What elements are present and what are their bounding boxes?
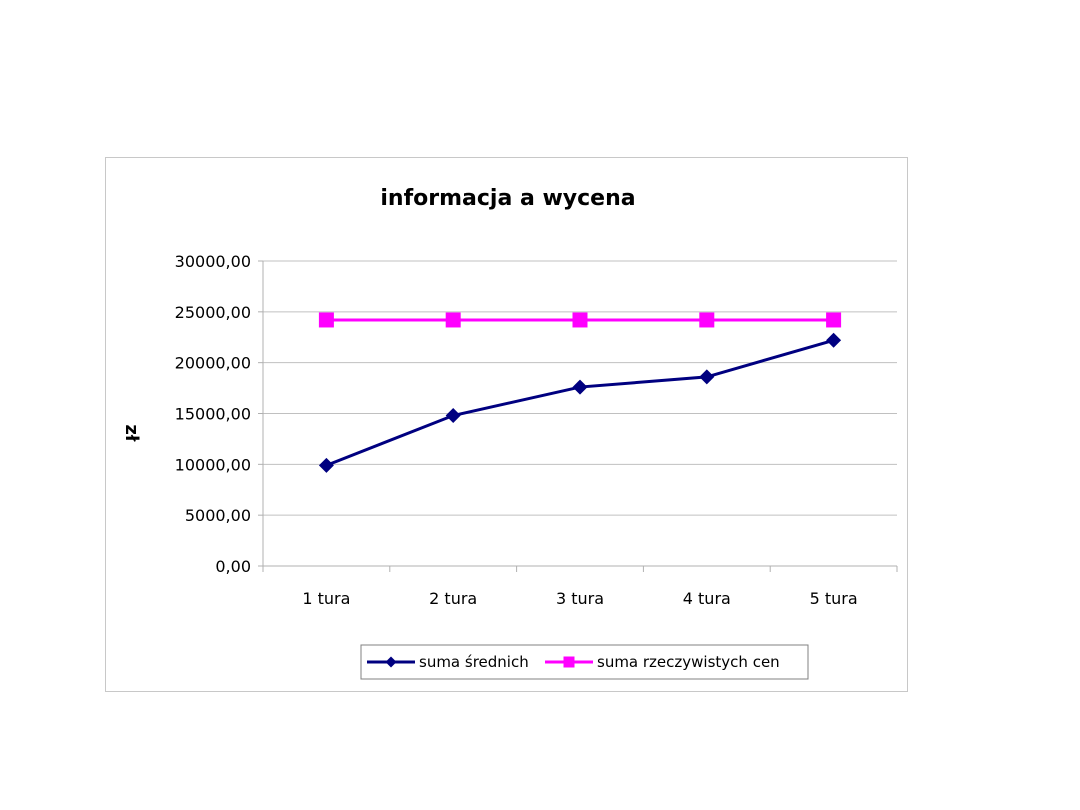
y-tick-label: 15000,00	[175, 405, 251, 424]
x-tick-label: 2 tura	[429, 589, 477, 608]
y-tick-label: 30000,00	[175, 252, 251, 271]
line-chart: informacja a wycena zł 0,00 5000,00 10000,…	[121, 186, 898, 680]
data-point	[572, 379, 588, 395]
data-point	[699, 369, 715, 385]
data-point	[445, 408, 461, 424]
legend-label: suma rzeczywistych cen	[597, 653, 780, 671]
data-point	[445, 312, 461, 328]
data-point	[699, 312, 715, 328]
data-point	[318, 457, 334, 473]
y-tick-label: 25000,00	[175, 303, 251, 322]
y-tick-label: 10000,00	[175, 455, 251, 474]
x-tick-label: 4 tura	[683, 589, 731, 608]
legend-marker	[563, 656, 575, 668]
y-tick-label: 0,00	[215, 557, 251, 576]
x-tick-label: 1 tura	[302, 589, 350, 608]
chart-title: informacja a wycena	[380, 186, 635, 211]
y-axis-label: zł	[121, 424, 142, 442]
data-point	[572, 312, 588, 328]
gridlines	[263, 260, 897, 516]
data-point	[318, 312, 334, 328]
y-tick-label: 20000,00	[175, 354, 251, 373]
legend: suma średnich suma rzeczywistych cen	[360, 644, 809, 680]
series-layer	[318, 312, 842, 473]
x-tick-label: 3 tura	[556, 589, 604, 608]
chart-frame: informacja a wycena zł 0,00 5000,00 10000,…	[105, 157, 908, 692]
series-line	[325, 338, 835, 467]
data-point	[826, 332, 842, 348]
y-tick-label: 5000,00	[185, 506, 251, 525]
data-point	[826, 312, 842, 328]
legend-label: suma średnich	[419, 653, 529, 671]
legend-marker	[385, 656, 397, 668]
x-tick-label: 5 tura	[810, 589, 858, 608]
axes: 0,00 5000,00 10000,00 15000,00 20000,00 25000…	[175, 252, 898, 608]
